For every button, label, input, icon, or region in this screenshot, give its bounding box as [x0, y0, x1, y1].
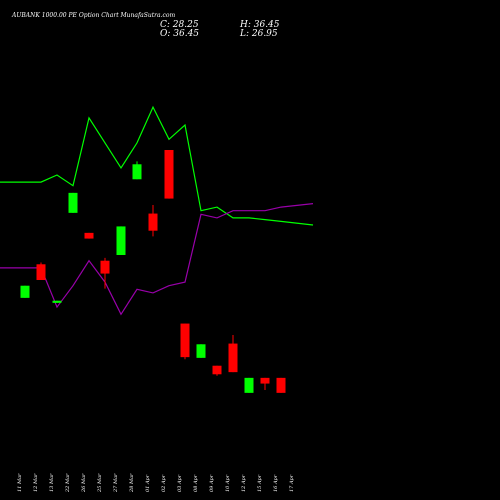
x-tick-label: 01 Apr — [145, 474, 151, 492]
x-tick-label: 26 Mar — [81, 473, 87, 493]
x-tick-label: 02 Apr — [161, 474, 167, 492]
x-tick-label: 12 Apr — [241, 474, 247, 492]
candle-body — [228, 343, 238, 373]
candle-body — [36, 264, 46, 280]
candle-body — [276, 377, 286, 393]
open-value: O: 36.45 — [160, 29, 200, 39]
chart-title: AUBANK 1000.00 PE Option Chart MunafaSut… — [12, 12, 176, 19]
candle-body — [84, 232, 94, 239]
candle-body — [180, 323, 190, 358]
candle-body — [100, 260, 110, 274]
x-tick-label: 10 Apr — [225, 474, 231, 492]
close-value: C: 28.25 — [160, 20, 199, 30]
candle-body — [196, 344, 206, 358]
line-series-1 — [0, 203, 314, 316]
line-series-0 — [0, 105, 314, 226]
candle-body — [260, 377, 270, 384]
candle-body — [20, 285, 30, 298]
high-value: H: 36.45 — [240, 20, 280, 30]
x-tick-label: 15 Apr — [257, 474, 263, 492]
candle-body — [212, 365, 222, 375]
x-tick-label: 03 Apr — [177, 474, 183, 492]
candle-body — [132, 164, 142, 180]
x-tick-label: 28 Mar — [129, 473, 135, 493]
x-tick-label: 11 Mar — [17, 473, 23, 492]
x-tick-label: 22 Mar — [65, 473, 71, 493]
x-tick-label: 12 Mar — [33, 473, 39, 492]
x-tick-label: 17 Apr — [289, 474, 295, 492]
x-tick-label: 16 Apr — [273, 474, 279, 492]
candle-body — [244, 377, 254, 393]
x-tick-label: 27 Mar — [113, 473, 119, 493]
x-tick-label: 08 Apr — [193, 474, 199, 492]
low-value: L: 26.95 — [240, 29, 278, 39]
x-tick-label: 25 Mar — [97, 473, 103, 493]
x-axis-labels: 11 Mar 12 Mar 13 Mar 22 Mar 26 Mar 25 Mar 27 M… — [17, 473, 295, 493]
x-tick-label: 09 Apr — [209, 474, 215, 492]
candle-body — [68, 192, 78, 213]
x-tick-label: 13 Mar — [49, 473, 55, 492]
candle-body — [148, 213, 158, 231]
indicator-lines — [0, 105, 314, 316]
candle-body — [52, 300, 62, 303]
candle-body — [116, 226, 126, 255]
candle-body — [164, 150, 174, 199]
candles — [20, 150, 286, 393]
